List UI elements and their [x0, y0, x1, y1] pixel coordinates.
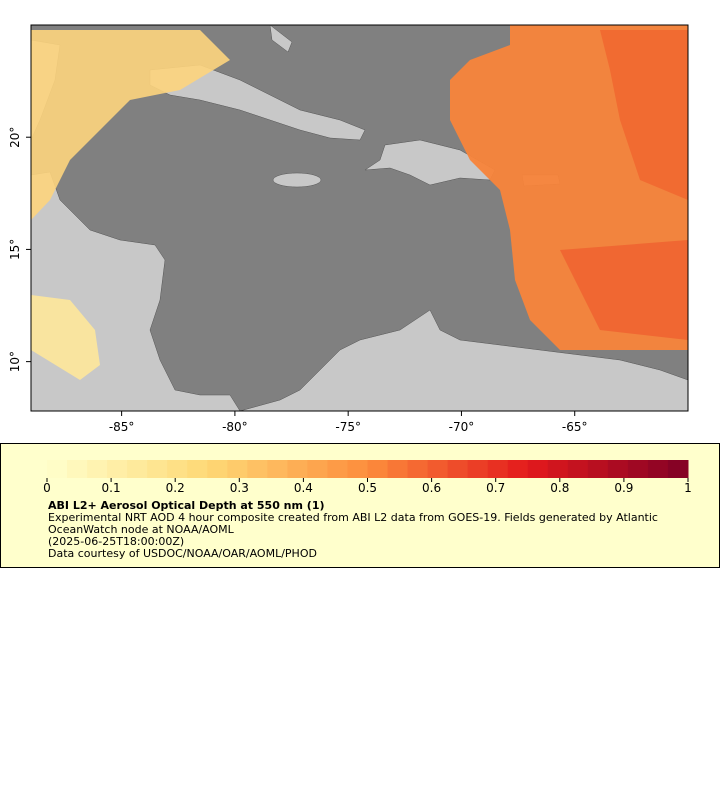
colorbar-swatch: [587, 460, 609, 478]
y-tick-label: 15°: [8, 239, 22, 260]
colorbar-swatch: [107, 460, 128, 478]
aerosol: [31, 25, 688, 380]
x-tick-label: -80°: [222, 420, 248, 434]
credit: Data courtesy of USDOC/NOAA/OAR/AOML/PHO…: [48, 547, 317, 560]
x-tick-label: -85°: [109, 420, 135, 434]
map: [30, 24, 689, 412]
colorbar-swatch: [127, 460, 148, 478]
legend-title: ABI L2+ Aerosol Optical Depth at 550 nm …: [48, 499, 325, 512]
colorbar-swatch: [347, 460, 368, 478]
map-frame: [30, 24, 689, 412]
colorbar-tick-label: 0.2: [166, 481, 185, 495]
colorbar-tick-label: 0: [43, 481, 51, 495]
timestamp: (2025-06-25T18:00:00Z): [48, 535, 185, 548]
colorbar-tick-label: 0.3: [230, 481, 249, 495]
colorbar-swatch: [667, 460, 689, 478]
description: Experimental NRT AOD 4 hour composite cr…: [48, 511, 658, 536]
colorbar-swatch: [407, 460, 429, 478]
colorbar-swatch: [527, 460, 549, 478]
colorbar-swatch: [327, 460, 348, 478]
x-tick-label: -70°: [449, 420, 475, 434]
colorbar-swatch: [487, 460, 509, 478]
colorbar-swatch: [447, 460, 469, 478]
colorbar-swatch: [287, 460, 308, 478]
y-tick-label: 10°: [8, 351, 22, 372]
colorbar-swatch: [307, 460, 328, 478]
colorbar-swatch: [427, 460, 449, 478]
colorbar-swatch: [247, 460, 268, 478]
colorbar-swatch: [207, 460, 228, 478]
colorbar-swatch: [267, 460, 288, 478]
colorbar-swatch: [627, 460, 649, 478]
colorbar-tick-label: 0.5: [358, 481, 377, 495]
colorbar-swatch: [607, 460, 629, 478]
colorbar-swatch: [567, 460, 589, 478]
y-tick-label: 20°: [8, 127, 22, 148]
colorbar-swatch: [467, 460, 489, 478]
colorbar-swatch: [87, 460, 108, 478]
colorbar-tick-label: 0.1: [102, 481, 121, 495]
colorbar-tick-label: 0.7: [486, 481, 505, 495]
colorbar-swatch: [547, 460, 569, 478]
land: [30, 24, 689, 412]
colorbar-swatch: [507, 460, 529, 478]
x-tick-label: -75°: [335, 420, 361, 434]
colorbar-tick-label: 1: [684, 481, 692, 495]
colorbar-swatch: [227, 460, 248, 478]
colorbar-tick-label: 0.4: [294, 481, 313, 495]
colorbar-swatch: [147, 460, 168, 478]
colorbar-swatch: [647, 460, 669, 478]
colorbar-tick-label: 0.8: [550, 481, 569, 495]
colorbar-swatch: [47, 460, 68, 478]
colorbar-swatch: [67, 460, 88, 478]
colorbar-swatch: [167, 460, 188, 478]
colorbar-swatch: [367, 460, 389, 478]
colorbar-swatch: [387, 460, 409, 478]
colorbar-tick-label: 0.6: [422, 481, 441, 495]
x-tick-label: -65°: [562, 420, 588, 434]
colorbar-swatch: [187, 460, 208, 478]
colorbar-tick-label: 0.9: [614, 481, 633, 495]
legend-text: ABI L2+ Aerosol Optical Depth at 550 nm …: [48, 500, 698, 560]
